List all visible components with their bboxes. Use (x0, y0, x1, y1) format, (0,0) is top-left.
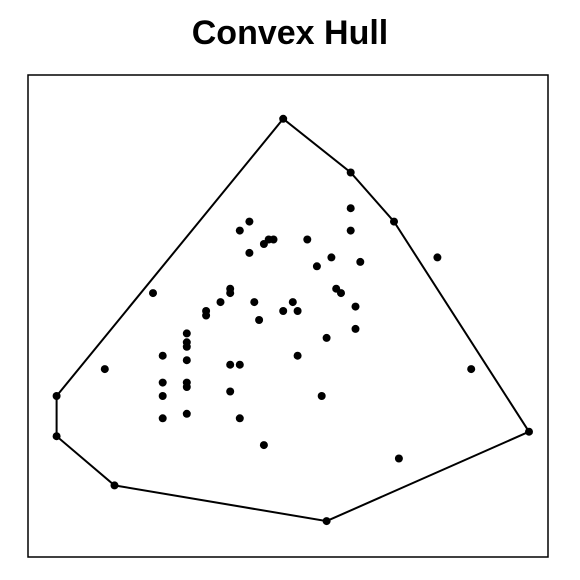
data-point-27 (226, 284, 235, 293)
data-point-53 (346, 226, 355, 235)
data-point-7 (390, 217, 398, 226)
data-point-9 (279, 114, 288, 123)
data-point-25 (216, 298, 225, 307)
data-point-36 (255, 316, 264, 324)
data-point-51 (337, 289, 345, 298)
data-point-47 (317, 392, 326, 400)
data-point-8 (346, 168, 355, 177)
data-point-46 (312, 262, 321, 271)
data-point-41 (279, 307, 288, 315)
data-point-38 (259, 441, 268, 450)
data-point-15 (158, 414, 167, 423)
data-point-22 (182, 409, 191, 418)
data-point-21 (182, 378, 191, 387)
data-point-54 (351, 324, 360, 333)
data-point-3 (322, 517, 331, 526)
data-point-35 (245, 248, 254, 257)
data-point-2 (110, 481, 119, 490)
data-point-31 (235, 414, 244, 423)
chart-title: Convex Hull (191, 14, 389, 52)
hull-boundary-line (55, 118, 531, 523)
data-point-44 (293, 351, 302, 360)
data-point-34 (250, 298, 259, 307)
data-point-12 (158, 351, 167, 360)
data-point-4 (525, 427, 533, 436)
data-point-24 (202, 307, 211, 315)
data-point-57 (433, 253, 442, 262)
data-point-49 (327, 253, 336, 262)
data-point-29 (226, 387, 235, 396)
data-point-42 (288, 298, 297, 307)
data-point-40 (269, 235, 278, 244)
data-point-13 (158, 378, 167, 387)
data-point-45 (303, 235, 312, 244)
data-point-1 (52, 432, 61, 441)
data-point-10 (149, 289, 157, 298)
plot-frame (27, 74, 549, 558)
data-point-19 (182, 356, 191, 365)
data-point-33 (245, 217, 254, 226)
data-point-0 (52, 392, 61, 400)
data-point-14 (158, 392, 167, 400)
data-point-16 (182, 329, 191, 338)
data-point-30 (235, 360, 244, 369)
data-point-55 (351, 302, 360, 311)
data-point-11 (100, 365, 109, 374)
data-point-48 (322, 333, 331, 342)
points-layer (52, 114, 533, 526)
data-point-18 (182, 342, 191, 351)
data-point-6 (467, 365, 476, 374)
data-point-56 (356, 257, 365, 266)
data-point-5 (394, 454, 403, 463)
data-point-32 (235, 226, 244, 235)
data-point-43 (293, 307, 302, 315)
data-point-52 (346, 204, 355, 213)
data-point-28 (226, 360, 235, 369)
